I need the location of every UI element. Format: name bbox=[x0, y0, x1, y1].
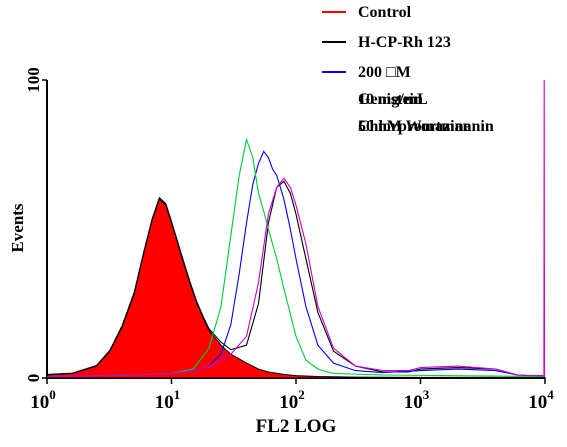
legend-entry-label: Control bbox=[358, 4, 412, 21]
x-axis-ticks: 100 101 102 103 104 bbox=[30, 378, 554, 413]
legend-entry-label: Chlorpromazine bbox=[358, 118, 471, 135]
legend-entry-label: 10 mg/mL bbox=[358, 91, 428, 108]
x-tick-label: 102 bbox=[279, 387, 305, 413]
x-tick-label: 101 bbox=[155, 387, 181, 413]
plot-area bbox=[46, 79, 546, 379]
legend-entry-label: Genistein bbox=[358, 91, 423, 108]
y-tick-label: 0 bbox=[24, 374, 43, 383]
series-layer bbox=[46, 79, 546, 379]
x-tick-label: 100 bbox=[30, 387, 56, 413]
series-200-m-genistein-line bbox=[46, 150, 546, 378]
x-axis-label: FL2 LOG bbox=[256, 416, 337, 437]
y-axis-ticks: 0 100 bbox=[24, 67, 47, 382]
y-tick-label: 100 bbox=[24, 67, 43, 93]
x-tick-label: 103 bbox=[404, 387, 430, 413]
series-control-area bbox=[46, 198, 546, 379]
y-axis-label: Events bbox=[8, 203, 27, 253]
x-tick-label: 104 bbox=[528, 387, 554, 413]
legend-entry-label: 200 □M bbox=[358, 64, 411, 81]
legend-entry-label: H-CP-Rh 123 bbox=[358, 34, 451, 51]
series-50-nm-wortmannin-line bbox=[46, 79, 546, 378]
legend-entry-label: 50 nM Wortmannin bbox=[358, 118, 494, 135]
series-10-mg-ml-chlorpromazine-line bbox=[46, 137, 546, 378]
